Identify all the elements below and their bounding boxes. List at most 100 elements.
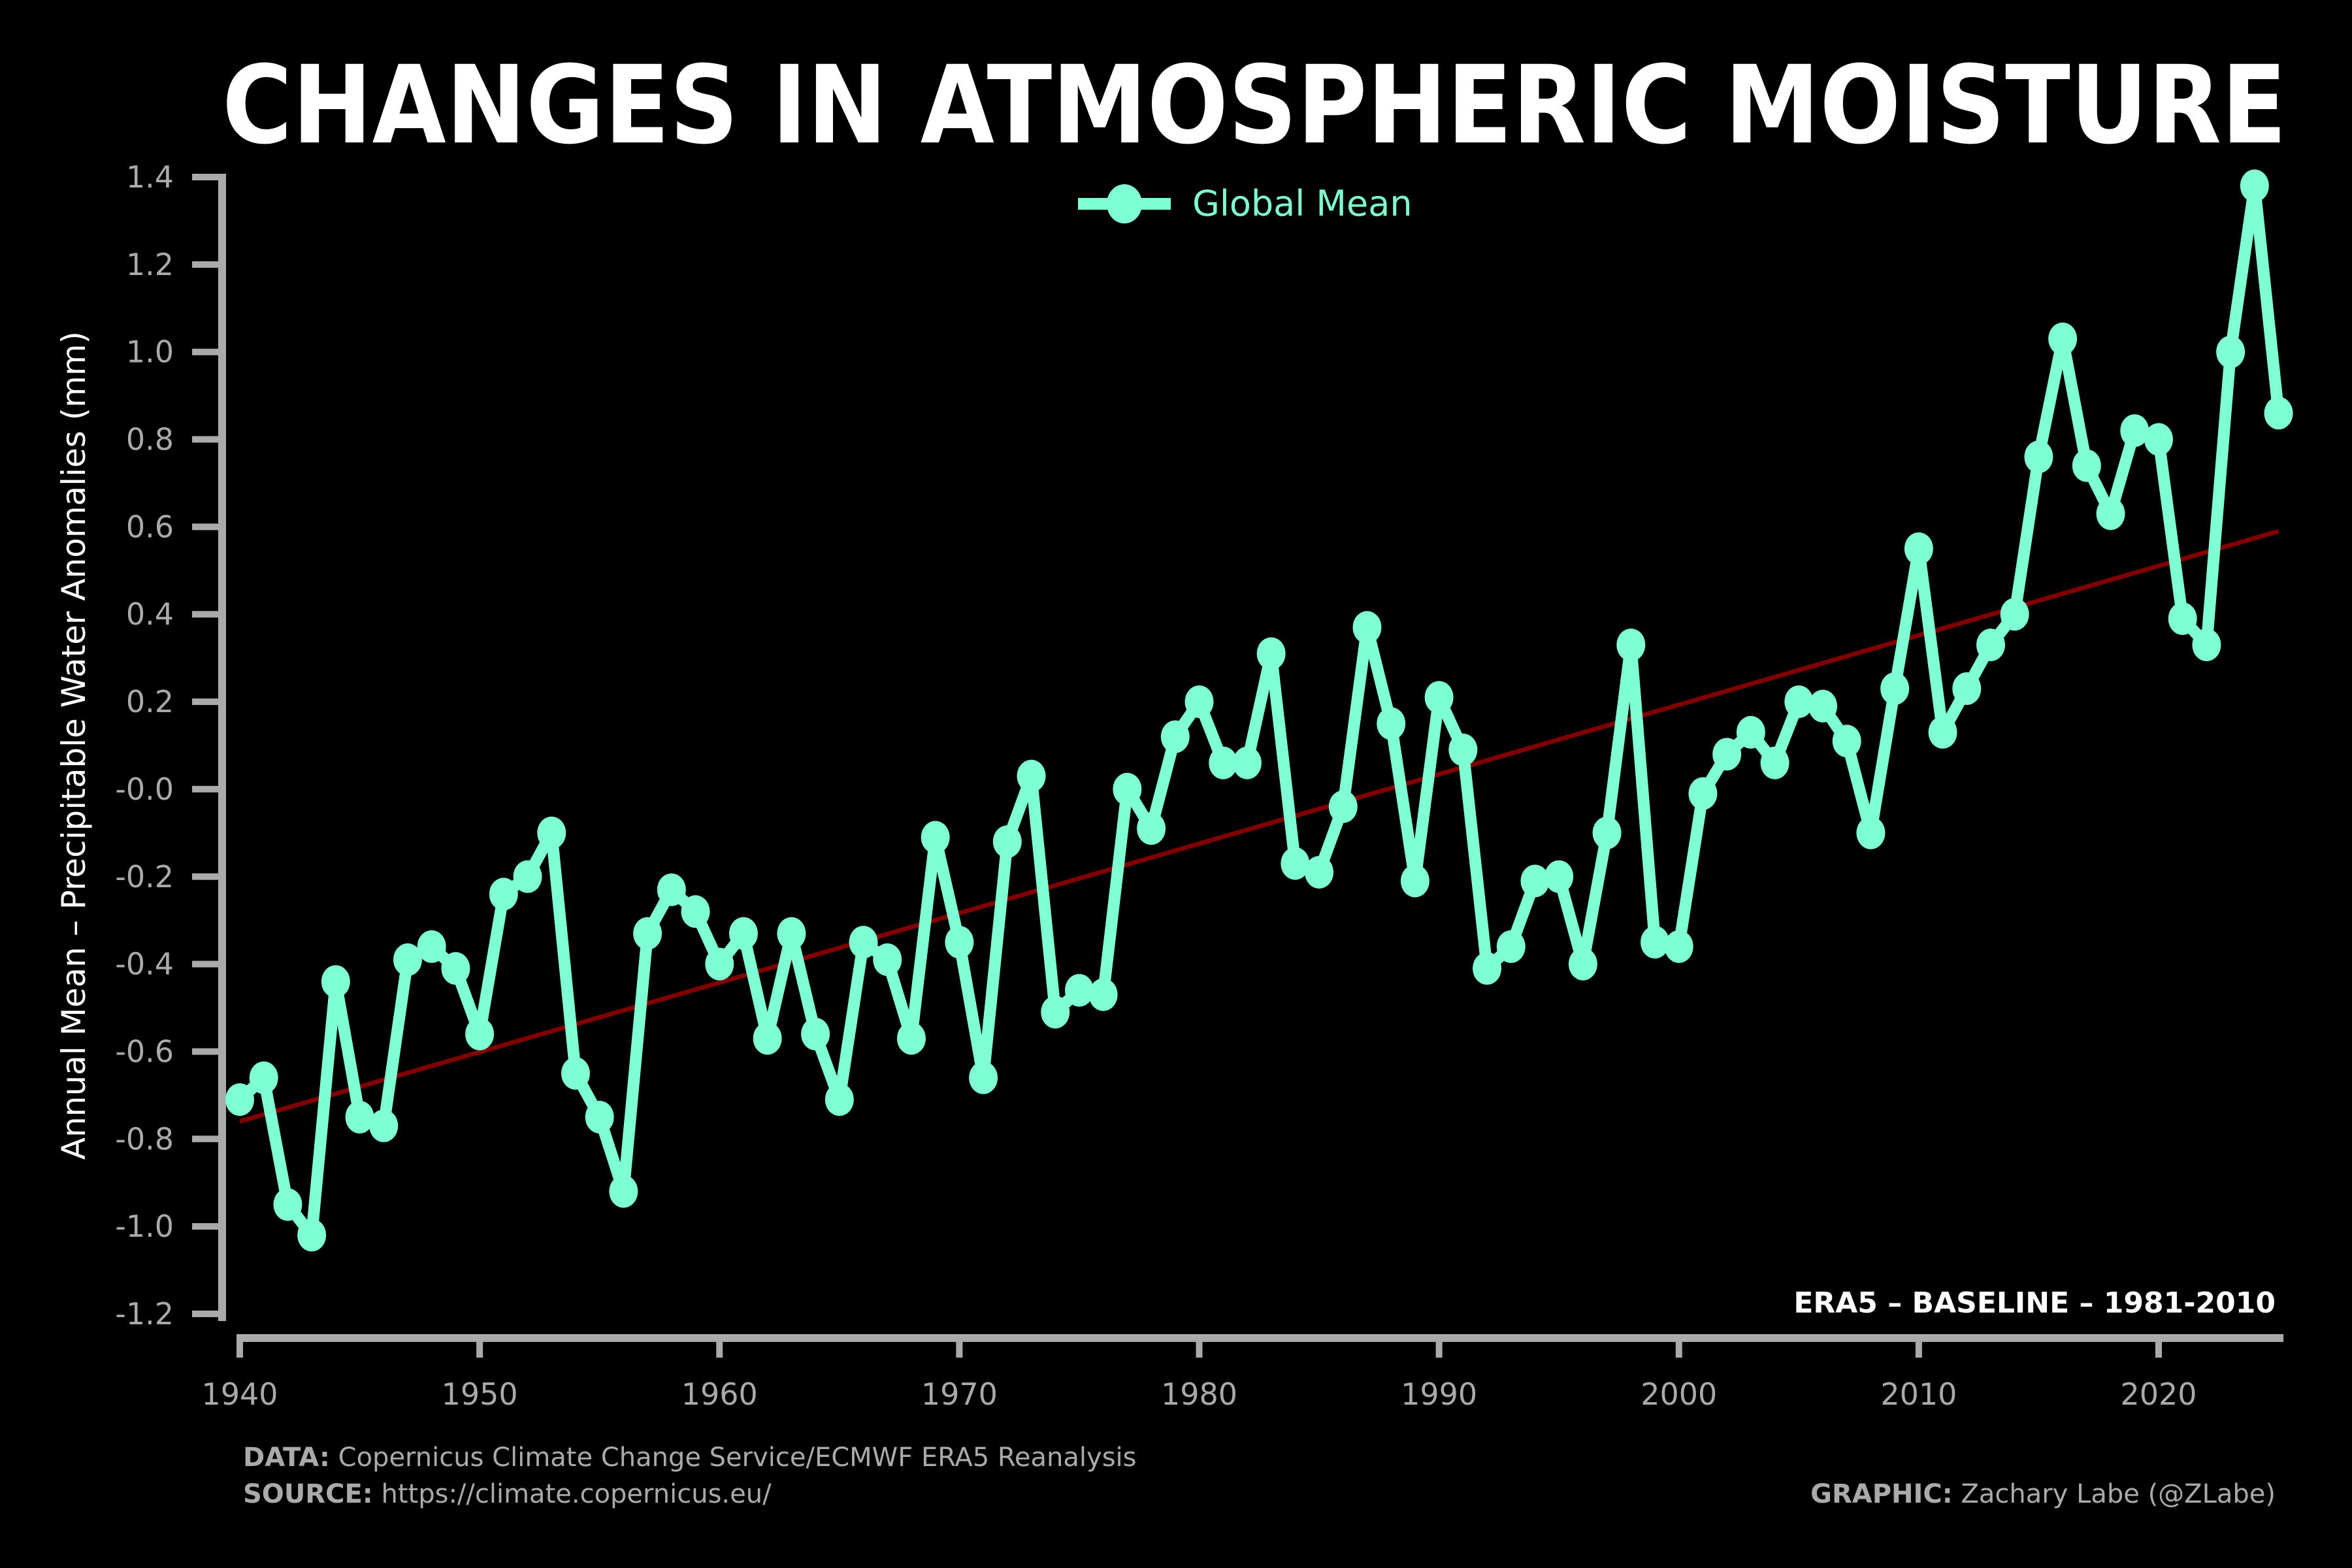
- data-point: [2216, 335, 2246, 368]
- data-point: [1377, 707, 1406, 740]
- legend: Global Mean: [1078, 183, 1413, 224]
- data-point: [1041, 996, 1070, 1029]
- data-point: [513, 860, 542, 893]
- data-point: [1808, 689, 1838, 723]
- data-point: [705, 947, 734, 981]
- trend-line: [239, 529, 2279, 1124]
- data-point: [369, 1109, 399, 1143]
- data-point: [1424, 681, 1454, 714]
- data-point: [465, 1017, 495, 1051]
- data-point: [921, 821, 950, 854]
- data-point: [1568, 947, 1597, 981]
- data-point: [2120, 414, 2149, 448]
- footer-source: SOURCE: https://climate.copernicus.eu/: [243, 1479, 772, 1509]
- data-point: [393, 943, 422, 976]
- y-tick-label: 0.4: [126, 596, 174, 632]
- data-point: [2048, 322, 2078, 355]
- data-point: [2024, 440, 2053, 474]
- x-tick-label: 2010: [1880, 1377, 1957, 1412]
- y-tick-label: 0.6: [126, 509, 174, 544]
- footer-graphic: GRAPHIC: Zachary Labe (@ZLabe): [1810, 1479, 2276, 1509]
- data-point: [2264, 397, 2293, 430]
- data-point: [657, 873, 686, 906]
- data-point: [1664, 930, 1693, 963]
- data-point: [1400, 864, 1429, 898]
- data-point: [2096, 497, 2125, 531]
- data-point: [1856, 816, 1886, 849]
- footer-graphic-value: Zachary Labe (@ZLabe): [1953, 1479, 2276, 1509]
- data-point: [753, 1022, 782, 1055]
- data-point: [249, 1061, 278, 1094]
- data-point: [1904, 532, 1933, 565]
- data-point: [2240, 169, 2269, 203]
- data-point: [1088, 978, 1118, 1011]
- footer-data-value: Copernicus Climate Change Service/ECMWF …: [330, 1443, 1137, 1473]
- data-point: [2072, 449, 2101, 482]
- data-point: [1641, 926, 1670, 959]
- data-point: [1064, 973, 1094, 1007]
- data-point: [1184, 685, 1214, 719]
- data-point: [1305, 856, 1334, 889]
- data-point: [992, 825, 1022, 858]
- y-tick-label: -0.2: [115, 859, 174, 894]
- legend-label: Global Mean: [1192, 183, 1413, 224]
- y-axis-label: Annual Mean – Precipitable Water Anomali…: [55, 331, 93, 1160]
- data-point: [777, 917, 806, 950]
- y-tick-label: -0.4: [115, 947, 174, 982]
- y-tick-label: -0.6: [115, 1034, 174, 1069]
- data-point: [321, 965, 350, 998]
- data-point: [1712, 738, 1742, 771]
- data-point: [1232, 746, 1262, 779]
- y-tick-label: -1.2: [115, 1296, 174, 1331]
- x-tick-label: 1990: [1401, 1377, 1477, 1412]
- data-point: [297, 1218, 327, 1252]
- footer-source-value[interactable]: https://climate.copernicus.eu/: [373, 1479, 772, 1509]
- data-point: [681, 895, 710, 928]
- baseline-annotation: ERA5 – BASELINE – 1981-2010: [1793, 1286, 2276, 1320]
- x-tick-label: 1940: [201, 1377, 278, 1412]
- data-point: [1736, 715, 1765, 749]
- data-point: [1520, 864, 1550, 898]
- data-point: [849, 926, 878, 959]
- data-point: [489, 877, 518, 911]
- data-point: [561, 1056, 590, 1090]
- data-point: [1976, 629, 2006, 662]
- data-point: [1760, 746, 1789, 779]
- x-tick-label: 1980: [1161, 1377, 1237, 1412]
- data-point: [1880, 672, 1910, 705]
- y-tick-label: 0.8: [126, 422, 174, 457]
- data-point: [633, 917, 662, 950]
- data-point: [2144, 423, 2173, 456]
- data-point: [2000, 598, 2029, 631]
- data-point: [1928, 715, 1957, 749]
- data-point: [537, 816, 566, 849]
- data-point: [441, 952, 470, 985]
- data-point: [2168, 602, 2197, 635]
- y-tick-label: 0.2: [126, 684, 174, 719]
- data-point: [417, 930, 446, 963]
- footer-data: DATA: Copernicus Climate Change Service/…: [243, 1443, 1137, 1473]
- x-tick-label: 1970: [921, 1377, 998, 1412]
- data-point: [1784, 685, 1814, 719]
- data-point: [728, 917, 758, 950]
- footer-graphic-label: GRAPHIC:: [1810, 1479, 1953, 1509]
- footer-source-label: SOURCE:: [243, 1479, 373, 1509]
- data-point: [1352, 611, 1382, 644]
- data-point: [969, 1061, 998, 1094]
- y-tick-label: -1.0: [115, 1209, 174, 1244]
- data-point: [2192, 629, 2221, 662]
- data-point: [825, 1083, 854, 1117]
- data-point: [1592, 816, 1622, 849]
- data-point: [585, 1100, 614, 1134]
- data-point: [1448, 733, 1478, 766]
- data-point: [225, 1083, 254, 1117]
- x-tick-label: 2000: [1641, 1377, 1717, 1412]
- data-point: [1496, 930, 1526, 963]
- footer-data-label: DATA:: [243, 1443, 330, 1473]
- data-point: [896, 1022, 926, 1055]
- y-tick-label: -0.0: [115, 772, 174, 807]
- data-point: [1160, 720, 1190, 753]
- data-point: [1328, 790, 1358, 823]
